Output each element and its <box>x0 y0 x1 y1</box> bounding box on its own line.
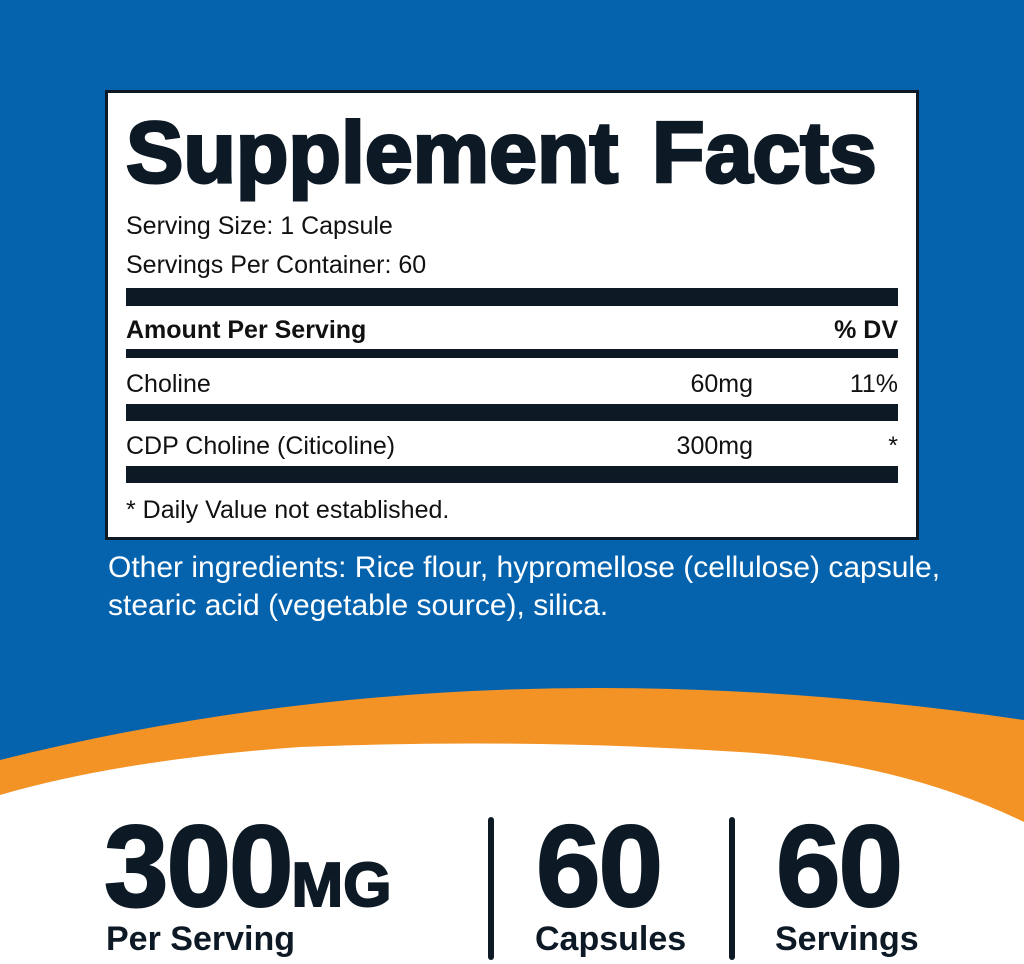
table-row: Choline 60mg 11% <box>126 369 898 399</box>
stat-unit: MG <box>291 850 393 921</box>
stat-label: Servings <box>775 920 919 958</box>
stat-value: 300MG <box>103 807 392 925</box>
stat-divider <box>729 817 735 960</box>
divider <box>126 349 898 358</box>
supplement-facts-panel: Supplement Facts Serving Size: 1 Capsule… <box>105 90 919 540</box>
stat-value: 60 <box>535 801 664 931</box>
divider-thick <box>126 288 898 306</box>
stat-divider <box>488 817 494 960</box>
ingredient-dv: * <box>888 432 898 460</box>
ingredient-name: CDP Choline (Citicoline) <box>126 432 396 460</box>
ingredient-dv: 11% <box>849 370 898 398</box>
table-row: CDP Choline (Citicoline) 300mg * <box>126 431 898 461</box>
stat-label: Capsules <box>535 920 687 958</box>
serving-size: Serving Size: 1 Capsule <box>126 212 393 240</box>
footnote: * Daily Value not established. <box>126 496 450 524</box>
ingredient-amount: 60mg <box>690 370 753 398</box>
divider <box>126 404 898 421</box>
ingredient-name: Choline <box>126 370 211 398</box>
amount-header: Amount Per Serving <box>126 316 367 344</box>
white-base <box>0 743 1024 964</box>
stat-value: 60 <box>775 801 904 931</box>
stat-number: 300 <box>103 801 295 931</box>
servings-per-container: Servings Per Container: 60 <box>126 251 427 279</box>
divider <box>126 466 898 483</box>
dv-header: % DV <box>834 316 898 344</box>
other-ingredients: Other ingredients: Rice flour, hypromell… <box>108 551 941 622</box>
panel-title: Supplement Facts <box>125 105 879 201</box>
stat-label: Per Serving <box>106 920 295 958</box>
ingredient-amount: 300mg <box>676 432 753 460</box>
header-row: Amount Per Serving % DV <box>126 315 898 345</box>
